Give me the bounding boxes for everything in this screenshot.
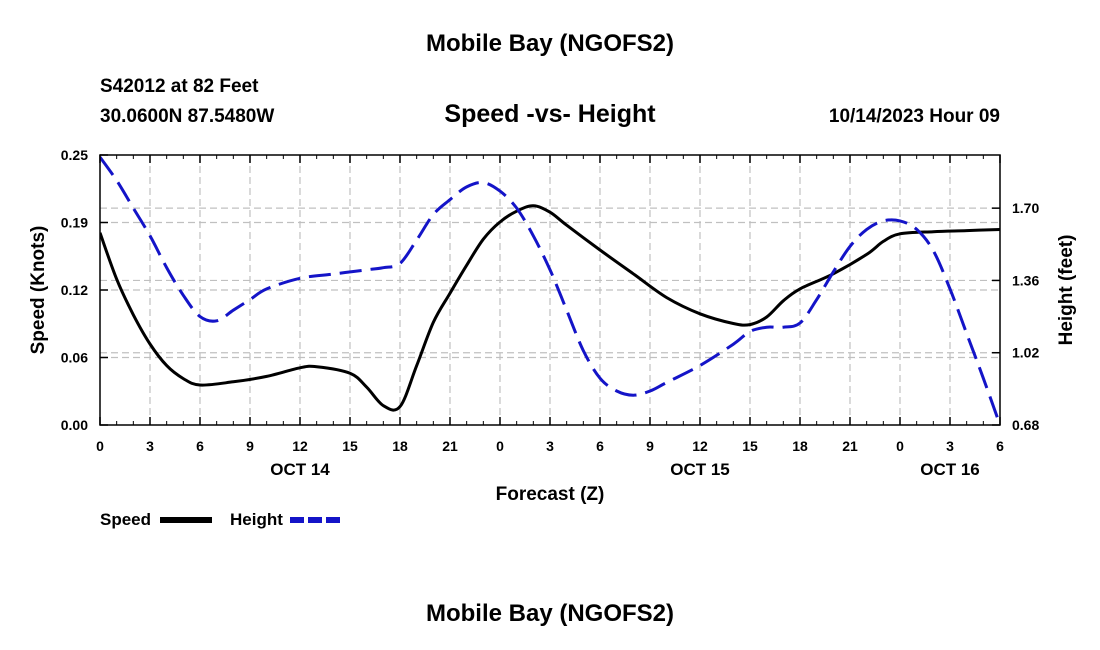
x-tick-label: 18 [792, 438, 808, 454]
chart-title-repeat: Mobile Bay (NGOFS2) [425, 600, 675, 627]
y-left-tick-label: 0.25 [61, 147, 88, 163]
y-right-tick-label: 1.70 [1012, 200, 1039, 216]
y-right-axis-title: Height (feet) [1056, 235, 1077, 346]
y-right-tick-label: 1.02 [1012, 345, 1039, 361]
date-label: OCT 14 [270, 460, 330, 479]
x-tick-label: 18 [392, 438, 408, 454]
plot-border [99, 154, 1001, 426]
x-tick-label: 21 [842, 438, 858, 454]
x-tick-label: 3 [546, 438, 554, 454]
x-tick-label: 0 [96, 438, 104, 454]
station-label: S42012 at 82 Feet [100, 76, 259, 97]
x-tick-label: 6 [996, 438, 1004, 454]
x-tick-label: 21 [442, 438, 458, 454]
x-tick-label: 15 [342, 438, 358, 454]
x-axis-title: Forecast (Z) [496, 484, 605, 505]
series-lines [100, 156, 1000, 425]
grid-lines [100, 155, 1000, 425]
x-tick-label: 15 [742, 438, 758, 454]
y-right-tick-label: 0.68 [1012, 417, 1039, 433]
chart-subtitle: Speed -vs- Height [444, 100, 656, 128]
x-tick-label: 6 [596, 438, 604, 454]
legend-height-label: Height [230, 510, 283, 529]
x-tick-label: 9 [246, 438, 254, 454]
x-tick-label: 0 [896, 438, 904, 454]
date-label: OCT 16 [920, 460, 980, 479]
legend: Speed Height [100, 510, 342, 529]
speed-series-line [100, 204, 1000, 412]
x-tick-label: 3 [146, 438, 154, 454]
height-series-line [100, 156, 1000, 425]
x-tick-label: 12 [692, 438, 708, 454]
forecast-datetime: 10/14/2023 Hour 09 [828, 106, 1000, 127]
axis-labels: 0 3 6 9 12 15 18 21 0 3 6 9 12 15 18 21 0 3 6 OCT 14 OCT 15 O… [28, 147, 1077, 505]
x-tick-label: 9 [646, 438, 654, 454]
x-tick-label: 3 [946, 438, 954, 454]
y-left-axis-title: Speed (Knots) [28, 226, 49, 355]
y-right-tick-label: 1.36 [1012, 272, 1039, 288]
x-tick-label: 12 [292, 438, 308, 454]
y-left-tick-label: 0.00 [61, 417, 88, 433]
x-tick-label: 0 [496, 438, 504, 454]
plot-frame [99, 154, 1001, 426]
y-left-tick-label: 0.19 [61, 215, 88, 231]
date-label: OCT 15 [670, 460, 730, 479]
x-tick-label: 6 [196, 438, 204, 454]
chart-title: Mobile Bay (NGOFS2) [425, 30, 675, 57]
station-coordinates: 30.0600N 87.5480W [100, 106, 275, 127]
y-left-tick-label: 0.06 [61, 350, 88, 366]
legend-speed-label: Speed [100, 510, 151, 529]
y-left-tick-label: 0.12 [61, 282, 88, 298]
